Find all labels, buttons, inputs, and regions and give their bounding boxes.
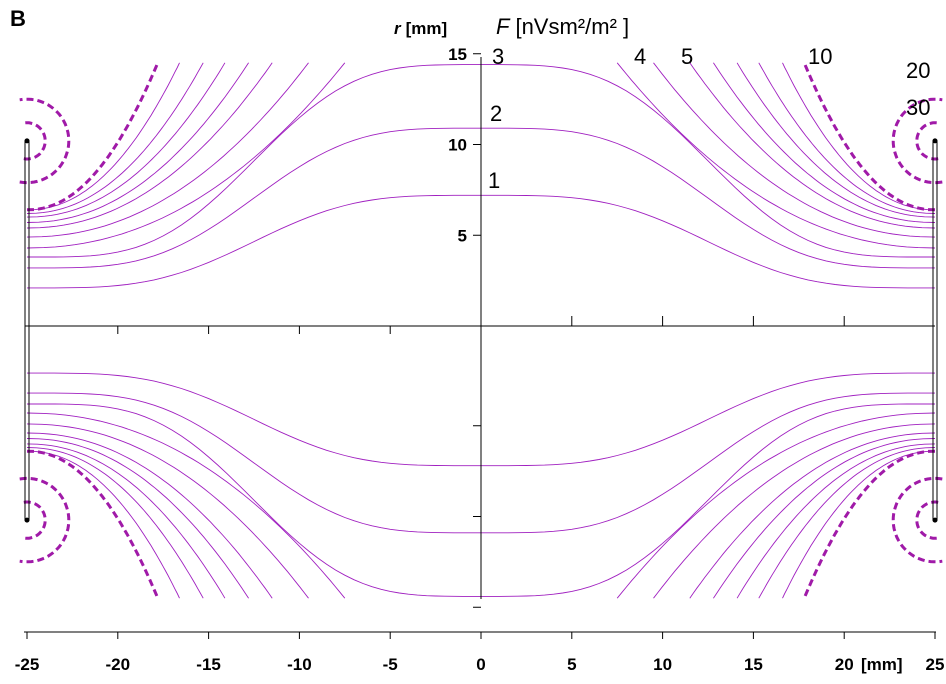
field-line-unlabeled-4-left-upper [26, 62, 309, 238]
field-line-unlabeled-7-right-lower [736, 443, 936, 599]
field-line-unlabeled-8-left-upper [26, 62, 204, 214]
flux-unit: [nVsm²/m² ] [515, 14, 629, 39]
field-line-unlabeled-4-right-lower [653, 423, 936, 599]
level-label-4: 4 [634, 44, 646, 69]
field-line-unlabeled-4-left-lower [26, 423, 309, 599]
field-line-unlabeled-6-left-upper [26, 62, 249, 223]
field-line-unlabeled-9-left-lower [26, 450, 180, 599]
field-line-4-right-upper [616, 62, 936, 249]
field-line-5-left-upper [26, 62, 273, 229]
field-line-unlabeled-7-left-upper [26, 62, 226, 218]
x-axis-unit: [mm] [861, 655, 903, 674]
x-tick-label--5: -5 [383, 655, 398, 674]
field-line-5-right-upper [689, 62, 936, 229]
field-line-20-right-upper [891, 97, 943, 185]
coil-wire-bottom-1 [932, 517, 938, 523]
field-line-4-right-lower [616, 412, 936, 599]
coil-wire-top-0 [24, 138, 30, 144]
level-label-20: 20 [906, 58, 930, 83]
panel-label: B [10, 6, 26, 31]
field-line-unlabeled-8-left-lower [26, 447, 204, 599]
x-tick-label--25: -25 [15, 655, 40, 674]
level-label-5: 5 [681, 44, 693, 69]
level-label-30: 30 [906, 95, 930, 120]
field-line-5-right-lower [689, 432, 936, 599]
r-tick-label-10: 10 [448, 136, 467, 155]
field-line-4-left-upper [26, 62, 346, 249]
field-line-20-right-lower [891, 476, 943, 564]
field-line-5-left-lower [26, 432, 273, 599]
level-label-3: 3 [492, 44, 504, 69]
x-tick-label-5: 5 [567, 655, 576, 674]
level-label-1: 1 [488, 168, 500, 193]
axes [24, 53, 936, 639]
x-tick-label--15: -15 [196, 655, 221, 674]
level-label-10: 10 [808, 44, 832, 69]
field-line-unlabeled-9-left-upper [26, 62, 180, 211]
coil-left [24, 140, 30, 521]
coil-wire-top-1 [932, 138, 938, 144]
field-line-unlabeled-8-right-lower [758, 447, 936, 599]
labels: B r [mm] F [nVsm²/m² ] [mm] -25 -20 -15 -10 -5… [10, 6, 944, 674]
x-tick-label-10: 10 [653, 655, 672, 674]
flux-symbol: F [496, 14, 511, 39]
y-axis-symbol: r [394, 19, 402, 38]
flux-axis-title: F [nVsm²/m² ] [496, 14, 629, 39]
coil-wire-bottom-0 [24, 517, 30, 523]
field-line-10-left-upper [26, 62, 160, 212]
field-line-unlabeled-9-right-upper [782, 62, 936, 211]
field-line-unlabeled-7-left-lower [26, 443, 226, 599]
field-line-10-left-lower [26, 449, 160, 599]
x-tick-label-25: 25 [926, 655, 945, 674]
level-label-2: 2 [490, 101, 502, 126]
y-axis-unit: [mm] [406, 19, 448, 38]
r-tick-label-5: 5 [458, 226, 467, 245]
field-line-unlabeled-7-right-upper [736, 62, 936, 218]
coil-right [932, 140, 938, 521]
field-line-unlabeled-6-right-lower [713, 438, 936, 599]
field-line-4-left-lower [26, 412, 346, 599]
x-tick-label-0: 0 [476, 655, 485, 674]
field-line-10-right-lower [802, 449, 936, 599]
coils [24, 138, 938, 523]
field-lines [19, 62, 943, 599]
field-line-unlabeled-8-right-upper [758, 62, 936, 214]
x-tick-label--10: -10 [287, 655, 312, 674]
field-line-unlabeled-4-right-upper [653, 62, 936, 238]
x-tick-label--20: -20 [106, 655, 131, 674]
field-line-unlabeled-6-left-lower [26, 438, 249, 599]
field-line-unlabeled-9-right-lower [782, 450, 936, 599]
x-tick-label-20: 20 [835, 655, 854, 674]
field-line-unlabeled-6-right-upper [713, 62, 936, 223]
field-line-10-right-upper [802, 62, 936, 212]
field-line-20-left-lower [19, 476, 71, 564]
r-tick-label-15: 15 [448, 45, 467, 64]
y-axis-title: r [mm] [394, 19, 447, 38]
x-tick-label-15: 15 [744, 655, 763, 674]
field-line-20-left-upper [19, 97, 71, 185]
